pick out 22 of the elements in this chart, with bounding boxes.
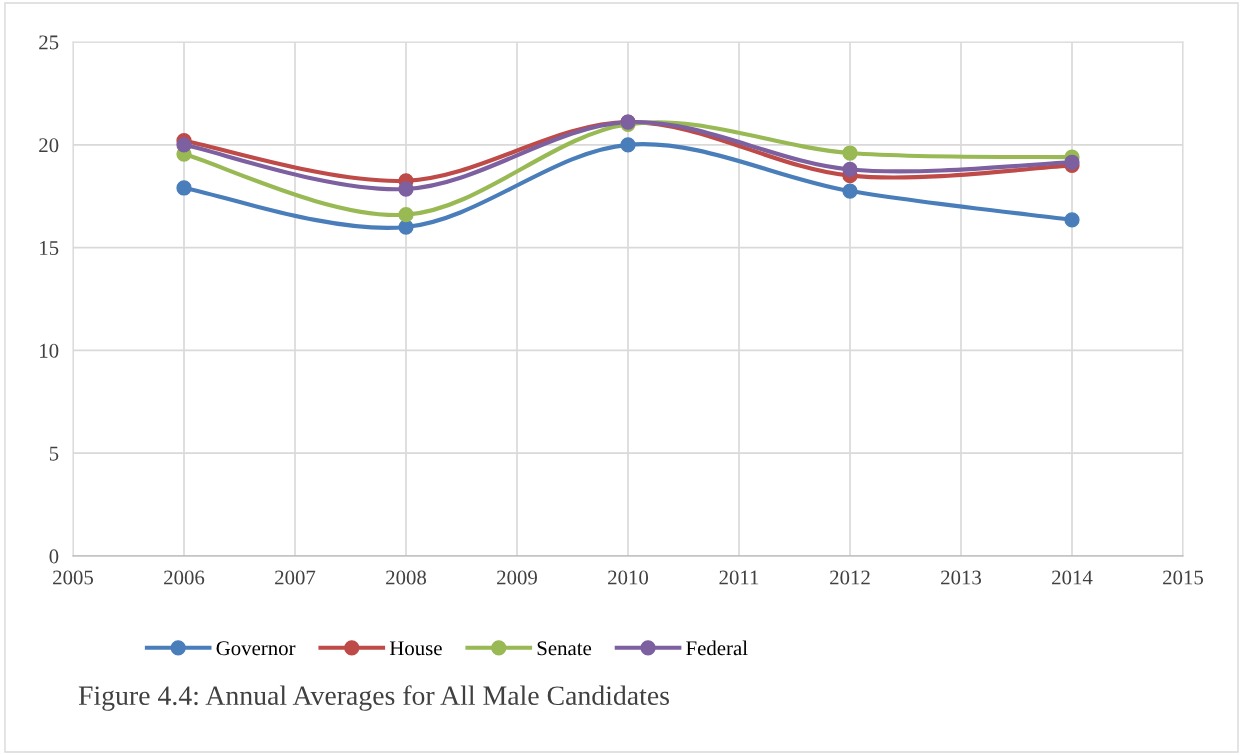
y-tick-label: 10: [40, 343, 59, 358]
y-tick-label: 0: [49, 549, 59, 564]
y-tick-label: 25: [39, 35, 59, 50]
x-tick-label: 2005: [53, 570, 94, 585]
y-tick-label: 20: [39, 138, 59, 153]
x-tick-label: 2008: [386, 570, 427, 585]
x-tick-label: 2009: [497, 570, 537, 585]
x-tick-label: 2015: [1163, 570, 1204, 585]
x-tick-label: 2010: [608, 570, 649, 585]
legend-label: Federal: [686, 640, 748, 656]
x-tick-label: 2012: [830, 570, 870, 585]
x-tick-label: 2011: [719, 570, 759, 585]
x-tick-label: 2007: [275, 570, 316, 585]
legend-label: Governor: [216, 641, 296, 656]
x-tick-label: 2013: [941, 570, 982, 585]
legend-label: House: [389, 641, 442, 656]
text: Figure 4.4: Annual Averages for All Male Candidates: [78, 685, 669, 711]
x-tick-label: 2014: [1052, 570, 1093, 585]
y-tick-label: 5: [49, 446, 59, 461]
x-tick-label: 2006: [164, 570, 205, 585]
legend-label: Senate: [537, 641, 592, 656]
y-tick-label: 15: [40, 241, 59, 256]
